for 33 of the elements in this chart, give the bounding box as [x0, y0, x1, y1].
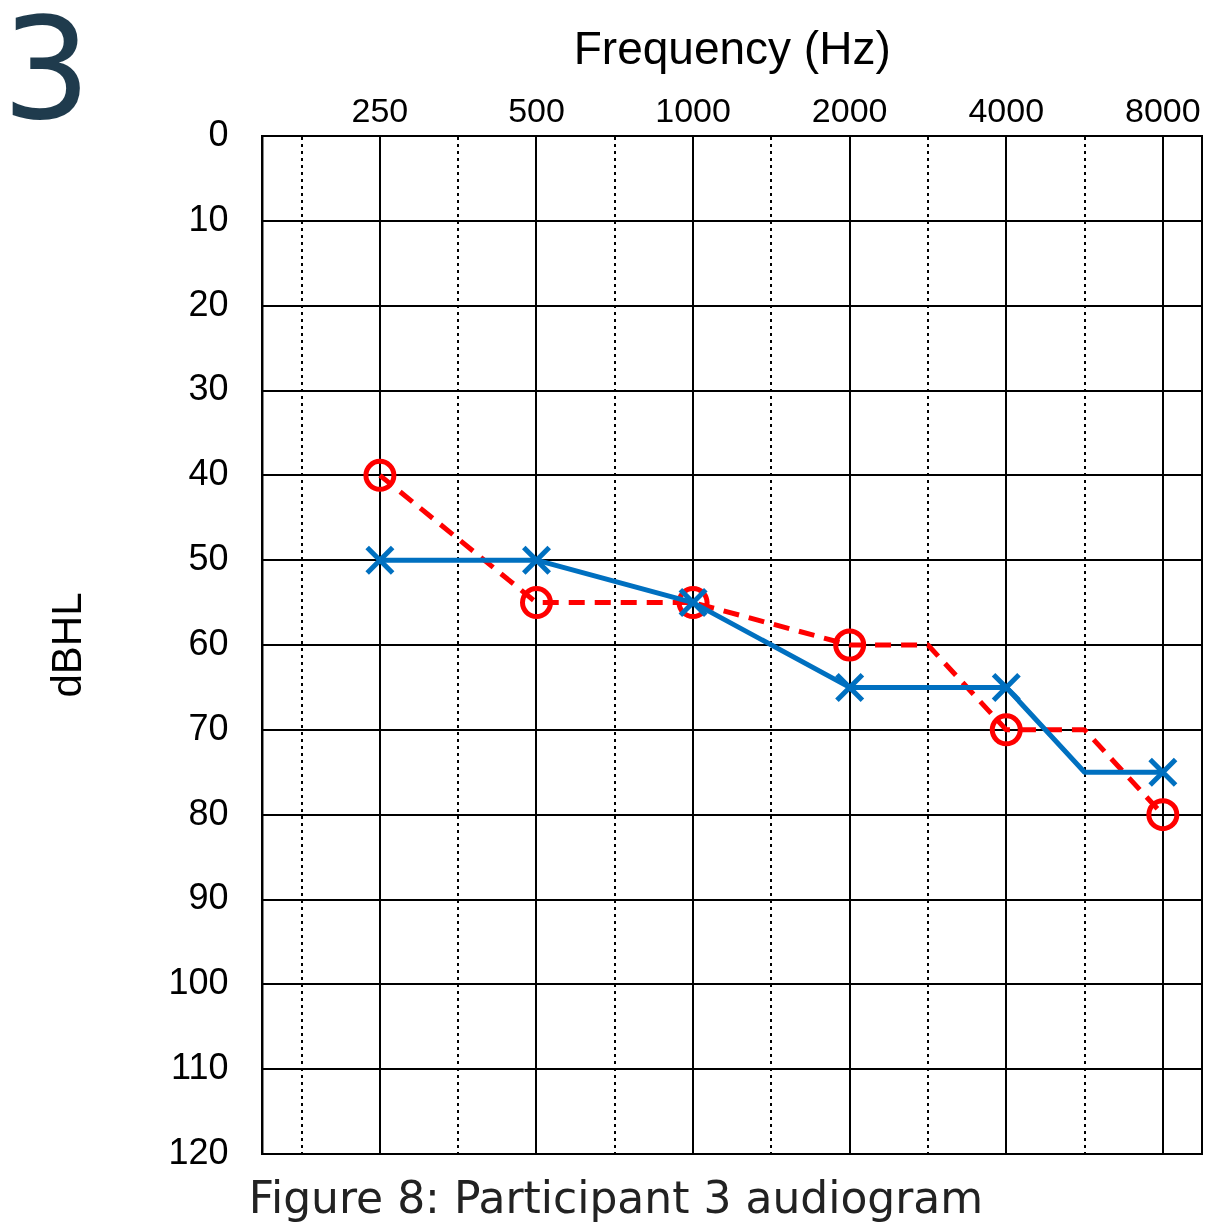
- y-tick-label: 90: [188, 876, 229, 918]
- point: [521, 544, 552, 576]
- point: [991, 672, 1022, 703]
- y-tick-label: 10: [188, 197, 229, 239]
- y-tick-label: 30: [188, 367, 229, 409]
- x-tick-label: 4000: [968, 90, 1045, 129]
- y-axis-title: dBHL: [42, 592, 90, 698]
- y-tick-label: 0: [208, 112, 229, 154]
- point: [989, 713, 1023, 747]
- x-tick-label: 250: [351, 90, 409, 129]
- point: [1147, 757, 1179, 788]
- text: 3: [2, 0, 92, 151]
- point: [363, 458, 397, 492]
- x-axis-title: Frequency (Hz): [573, 22, 891, 75]
- y-tick-label: 70: [188, 706, 229, 748]
- x-tick-label: 8000: [1125, 90, 1201, 129]
- point: [834, 672, 865, 703]
- point: [833, 628, 867, 662]
- point: [520, 586, 553, 620]
- point: [364, 544, 396, 576]
- y-tick-label: 40: [188, 452, 229, 494]
- y-tick-label: 100: [168, 961, 229, 1003]
- y-tick-label: 60: [188, 621, 229, 663]
- x-tick-label: 500: [508, 90, 565, 129]
- y-tick-label: 80: [188, 791, 229, 833]
- y-tick-label: 50: [188, 537, 229, 579]
- x-tick-label: 1000: [655, 90, 731, 129]
- y-tick-label: 110: [171, 1046, 229, 1088]
- x-tick-label: 2000: [811, 90, 888, 129]
- y-tick-label: 120: [168, 1130, 229, 1172]
- caption: Figure 8: Participant 3 audiogram: [247, 1172, 985, 1223]
- y-tick-label: 20: [188, 282, 229, 324]
- point: [1146, 798, 1180, 832]
